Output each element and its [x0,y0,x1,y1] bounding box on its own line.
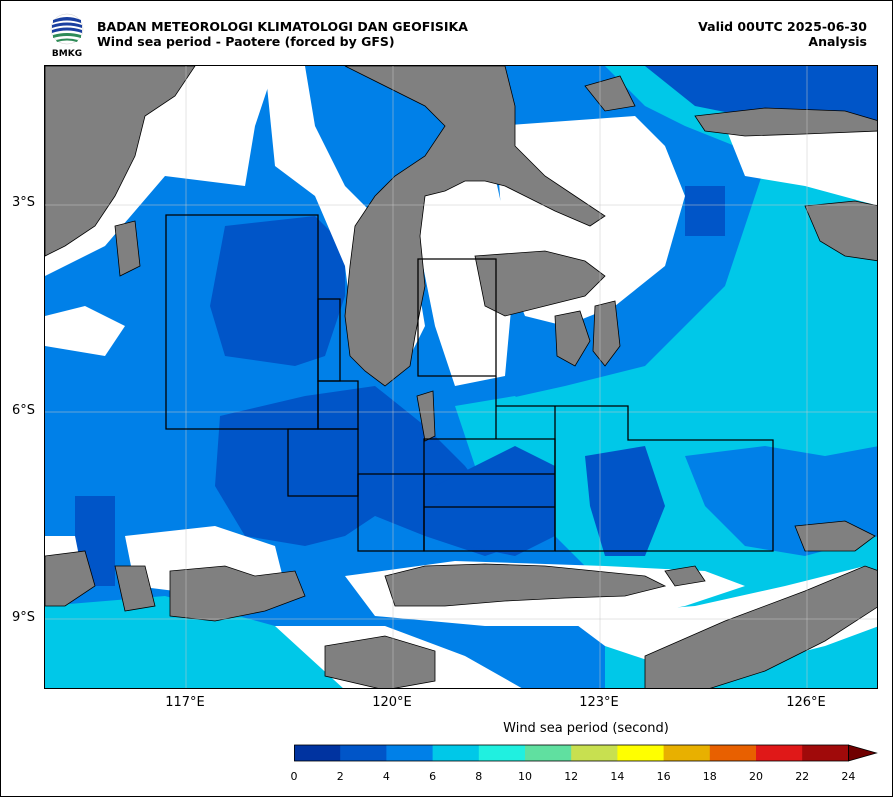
land-timor [644,565,877,688]
colorbar-tick-label: 6 [429,770,437,783]
colorbar-segment [294,745,341,761]
land-bali [114,565,156,612]
colorbar-tick-label: 24 [841,770,856,783]
header-right: Valid 00UTC 2025-06-30 Analysis [698,19,867,49]
land-ne-1 [584,75,636,112]
lon-label-126e: 126°E [786,695,826,710]
lat-label-3s: 3°S [12,195,36,210]
land-laut [114,220,141,277]
colorbar-tick-label: 14 [610,770,625,783]
colorbar-extend-arrow [848,744,878,762]
analysis-label: Analysis [808,34,867,49]
colorbar-tick-label: 20 [749,770,763,783]
colorbar-title: Wind sea period (second) [503,721,669,736]
lat-label-6s: 6°S [12,403,36,418]
colorbar-tick-label: 10 [518,770,532,783]
valid-time: Valid 00UTC 2025-06-30 [698,19,867,34]
bmkg-logo: BMKG [47,12,87,59]
header-left: BADAN METEOROLOGI KLIMATOLOGI DAN GEOFIS… [97,19,468,49]
colorbar-tick-label: 0 [290,770,298,783]
colorbar-tick-label: 16 [656,770,671,783]
sea-dark-6 [685,186,725,236]
land-borneo [45,66,196,257]
colorbar-tick-label: 18 [702,770,717,783]
lon-label-123e: 123°E [579,695,619,710]
lat-label-9s: 9°S [12,610,36,625]
colorbar-tick-label: 22 [795,770,810,783]
colorbar [294,743,880,767]
colorbar-segment [663,745,711,761]
colorbar-segment [340,745,387,761]
colorbar-segment [617,745,664,761]
nodata-ne [725,126,877,206]
product-title: Wind sea period - Paotere (forced by GFS… [97,34,395,49]
colorbar-segment [756,745,803,761]
lon-label-117e: 117°E [165,695,205,710]
land-selayar [416,390,436,442]
land-lombok-sumbawa [169,565,306,622]
colorbar-segment [386,745,433,761]
colorbar-segment [709,745,757,761]
forecast-area-boxes [165,214,774,552]
land-wetar [794,520,876,552]
colorbar-segment [478,745,526,761]
land-sulawesi-se [474,250,606,317]
colorbar-tick-label: 2 [336,770,344,783]
land-buru [804,200,877,262]
agency-name: BADAN METEOROLOGI KLIMATOLOGI DAN GEOFIS… [97,19,468,34]
land-java-east [45,550,96,607]
map-svg [45,66,877,688]
colorbar-outline [294,744,849,762]
colorbar-tick-label: 8 [475,770,483,783]
nodata-west [45,306,125,356]
land-alor [664,565,706,587]
lon-label-120e: 120°E [372,695,412,710]
land-sulawesi [344,66,606,387]
land-flores [384,563,667,607]
colorbar-tick-label: 4 [382,770,390,783]
land-muna [554,310,591,367]
land-sumba [324,635,436,688]
map-panel [44,65,878,689]
colorbar-segment [432,745,480,761]
colorbar-segment [525,745,572,761]
colorbar-tick-label: 12 [564,770,579,783]
sea-dark-1 [210,216,345,366]
box-8 [496,405,774,552]
land [45,66,877,688]
sea-dark-4 [585,446,665,556]
nodata-bone-gulf [405,176,515,386]
logo-text: BMKG [52,49,82,58]
colorbar-segment [571,745,618,761]
colorbar-svg [294,744,878,762]
colorbar-segment [802,745,849,761]
gridlines [45,66,877,688]
land-seram [694,107,877,137]
